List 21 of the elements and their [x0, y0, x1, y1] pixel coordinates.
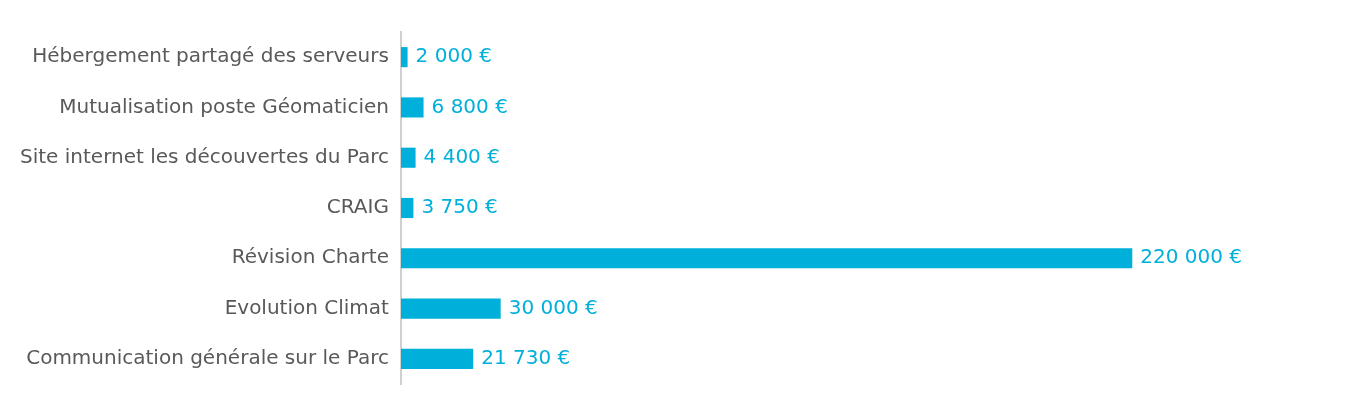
bar — [400, 97, 424, 118]
data-label: 3 750 € — [421, 194, 498, 219]
y-tick-label: Communication générale sur le Parc — [26, 345, 389, 370]
y-tick-label: CRAIG — [326, 194, 389, 219]
bar — [400, 298, 501, 319]
bar — [400, 147, 416, 168]
data-label: 30 000 € — [508, 294, 598, 319]
bar — [400, 348, 474, 369]
data-label: 2 000 € — [415, 43, 492, 68]
y-tick-label: Révision Charte — [231, 244, 389, 269]
data-label: 21 730 € — [481, 345, 571, 370]
data-label: 4 400 € — [423, 143, 500, 168]
data-label: 220 000 € — [1140, 244, 1243, 269]
y-tick-label: Evolution Climat — [224, 294, 390, 319]
bar — [400, 197, 414, 219]
bar — [400, 47, 408, 68]
bar — [400, 248, 1133, 269]
y-tick-label: Site internet les découvertes du Parc — [19, 143, 389, 168]
data-label: 6 800 € — [431, 93, 508, 118]
y-tick-label: Mutualisation poste Géomaticien — [59, 93, 389, 118]
y-tick-label: Hébergement partagé des serveurs — [32, 43, 389, 68]
